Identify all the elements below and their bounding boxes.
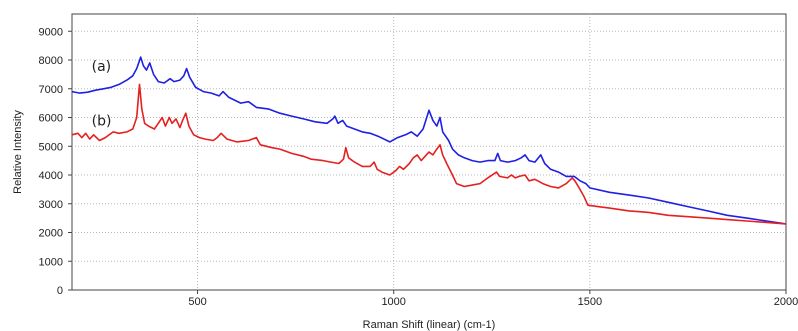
annotation-label: (b) [92,113,112,129]
y-tick-label: 1000 [39,256,63,268]
y-tick-label: 8000 [39,55,63,67]
y-tick-label: 0 [57,285,63,297]
y-tick-label: 2000 [39,228,63,240]
y-tick-label: 4000 [39,170,63,182]
y-tick-label: 5000 [39,141,63,153]
x-tick-label: 500 [188,296,206,308]
y-tick-label: 3000 [39,199,63,211]
x-tick-label: 1000 [381,296,405,308]
annotation-label: (a) [92,59,112,75]
y-axis-title: Relative Intensity [12,110,24,194]
y-tick-label: 9000 [39,26,63,38]
x-tick-label: 1500 [578,296,602,308]
x-tick-label: 2000 [774,296,798,308]
x-axis-title: Raman Shift (linear) (cm-1) [363,319,496,331]
y-tick-label: 6000 [39,113,63,125]
y-tick-label: 7000 [39,84,63,96]
